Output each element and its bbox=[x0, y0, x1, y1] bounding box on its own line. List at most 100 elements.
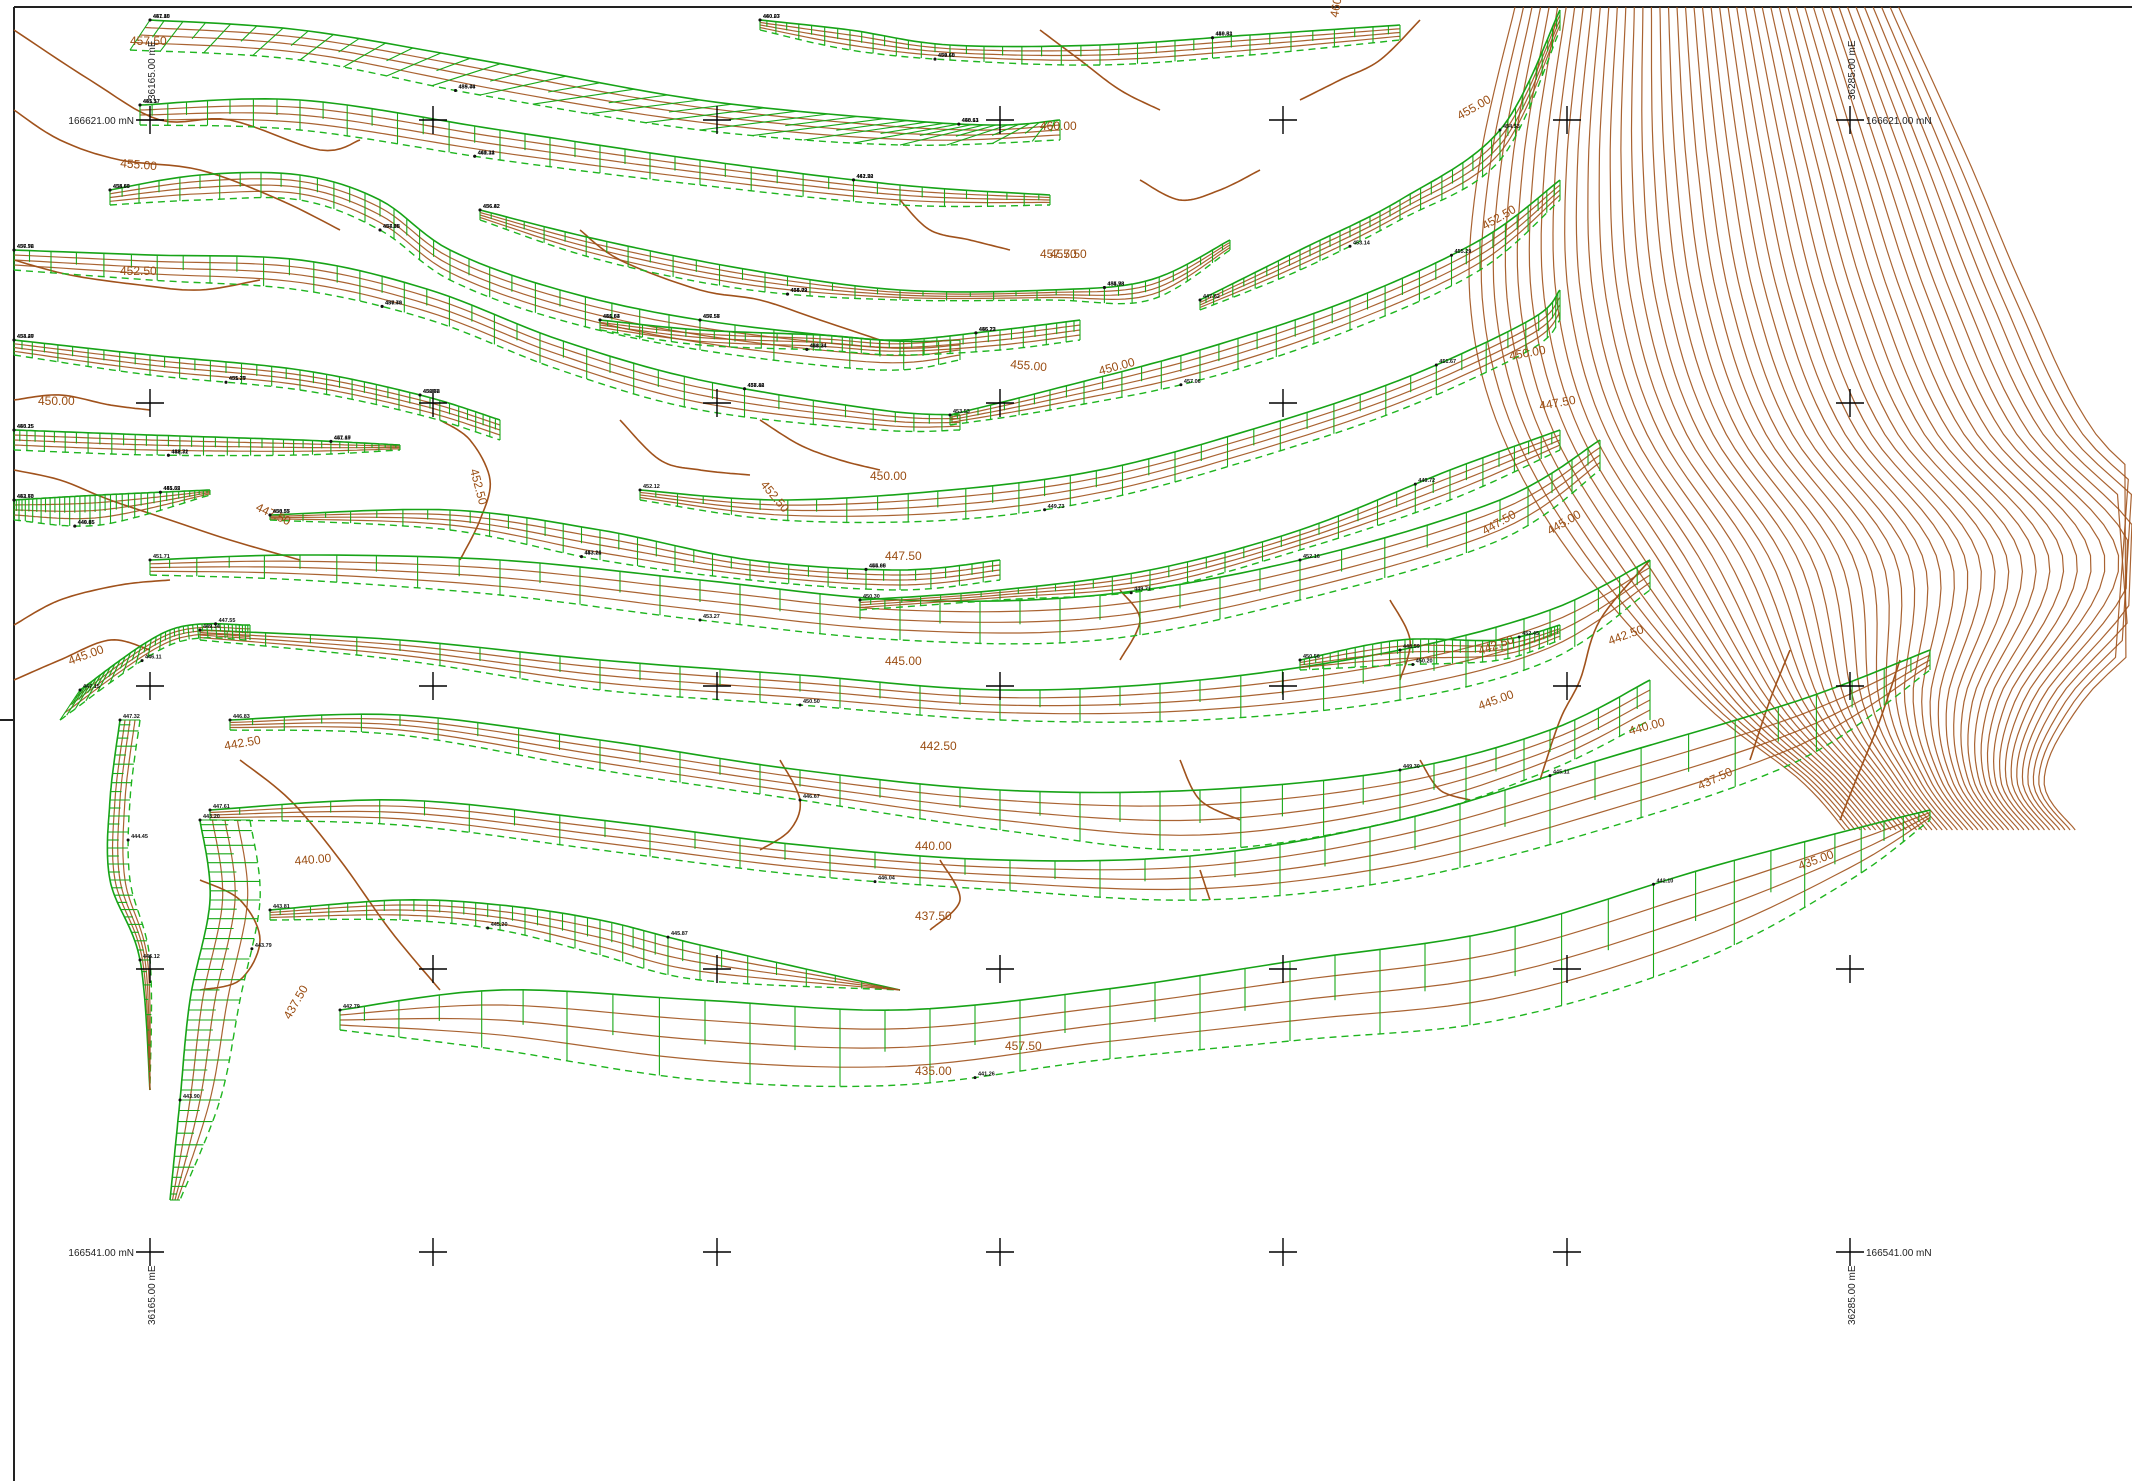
slope-hatch bbox=[143, 642, 147, 653]
slope-hatch bbox=[129, 19, 151, 51]
slope-hatch bbox=[479, 75, 567, 96]
contour-label: 435.00 bbox=[915, 1064, 952, 1078]
easting-label-top-left: 36165.00 mE bbox=[147, 40, 158, 100]
spot-height: 450.56 bbox=[1298, 654, 1320, 662]
spot-height: 452.45 bbox=[1517, 631, 1539, 639]
spot-height: 449.73 bbox=[1043, 504, 1064, 512]
contour-label: 450.00 bbox=[870, 469, 907, 483]
spot-marker bbox=[148, 558, 152, 562]
spot-height: 442.50 bbox=[852, 174, 873, 182]
spot-height-value: 449.30 bbox=[1403, 764, 1420, 770]
spot-height-value: 455.73 bbox=[979, 327, 996, 333]
spot-height-value: 443.81 bbox=[273, 904, 290, 910]
spot-marker bbox=[1398, 768, 1402, 772]
spot-marker bbox=[805, 347, 809, 351]
spot-marker bbox=[138, 103, 142, 107]
slope-hatch bbox=[608, 94, 668, 104]
grid-labels: 166621.00 mN 166621.00 mN 166541.00 mN 1… bbox=[68, 40, 1931, 1325]
slope-hatch bbox=[182, 626, 185, 635]
fan-contour-line bbox=[1821, 6, 2078, 831]
contour-label: 457.50 bbox=[1005, 1039, 1042, 1053]
easting-label-top-right: 36285.00 mE bbox=[1847, 40, 1858, 100]
slope-hatch bbox=[87, 677, 97, 694]
fan-contour-line bbox=[1693, 6, 1953, 831]
fan-contour-line bbox=[1787, 6, 2024, 831]
spot-marker bbox=[224, 380, 228, 384]
spot-height-value: 438.65 bbox=[938, 53, 955, 59]
slope-hatch bbox=[386, 52, 442, 77]
spot-height-value: 440.25 bbox=[17, 424, 34, 430]
spot-height-value: 451.62 bbox=[163, 486, 180, 492]
ground-contour-line bbox=[239, 759, 441, 991]
spot-height: 441.15 bbox=[148, 14, 170, 22]
fan-contour-line bbox=[1540, 6, 1877, 831]
spot-height-value: 457.06 bbox=[1184, 379, 1201, 385]
ground-contour-line bbox=[1139, 169, 1261, 202]
spot-height-value: 440.81 bbox=[1216, 32, 1233, 38]
spot-height: 448.59 bbox=[1398, 644, 1420, 652]
spot-height: 455.29 bbox=[1450, 249, 1471, 257]
spot-marker bbox=[1434, 363, 1438, 367]
fan-contour-line bbox=[1753, 6, 1989, 831]
spot-height-value: 455.78 bbox=[1107, 282, 1124, 288]
spot-marker bbox=[698, 618, 702, 622]
slope-hatch bbox=[159, 21, 184, 52]
ground-contour-line bbox=[619, 419, 751, 476]
spot-height: 442.79 bbox=[338, 1004, 360, 1012]
contour-label: 452.50 bbox=[120, 264, 157, 278]
spot-height-value: 461.14 bbox=[478, 150, 496, 156]
spot-marker bbox=[1413, 482, 1417, 486]
spot-height: 453.27 bbox=[698, 614, 720, 622]
northing-label-bottom-right: 166541.00 mN bbox=[1866, 1248, 1932, 1259]
fan-contour-line bbox=[1667, 6, 1938, 831]
spot-height: 440.32 bbox=[473, 150, 495, 158]
spot-height-value: 447.32 bbox=[123, 714, 140, 720]
spot-heights: 457.80 458.13 455.74 455.57 461.22 461.14 460.… bbox=[12, 14, 1674, 1102]
spot-height-value: 451.71 bbox=[153, 554, 170, 560]
spot-marker bbox=[138, 958, 142, 962]
spot-height-value: 460.03 bbox=[763, 14, 780, 20]
spot-height-value: 454.75 bbox=[383, 224, 400, 230]
northing-label-top-left: 166621.00 mN bbox=[68, 116, 134, 127]
spot-marker bbox=[486, 926, 490, 930]
ground-contour-line bbox=[13, 29, 361, 152]
spot-marker bbox=[580, 555, 583, 559]
spot-height: 443.14 bbox=[580, 551, 602, 559]
bench-toe-edge bbox=[479, 219, 1231, 305]
ground-contour-line bbox=[1039, 29, 1161, 111]
spot-height-value: 450.56 bbox=[1303, 654, 1320, 660]
spot-height-value: 442.32 bbox=[171, 449, 188, 455]
grid-crosses bbox=[136, 106, 1864, 1266]
spot-height: 443.20 bbox=[198, 814, 220, 822]
spot-marker bbox=[743, 387, 746, 391]
fan-contour-line bbox=[1829, 6, 2092, 831]
bench bbox=[1299, 624, 1561, 671]
spot-height: 445.87 bbox=[666, 931, 688, 939]
spot-height-value: 450.20 bbox=[1416, 659, 1433, 665]
ground-contour-line bbox=[13, 259, 261, 291]
spot-height-value: 442.79 bbox=[343, 1004, 360, 1010]
spot-height-value: 456.82 bbox=[483, 204, 500, 210]
fan-contour-line bbox=[1863, 6, 2132, 831]
bench bbox=[639, 289, 1561, 524]
spot-height: 434.98 bbox=[1102, 282, 1124, 289]
spot-height-value: 440.61 bbox=[962, 118, 979, 124]
spot-height: 440.25 bbox=[12, 424, 34, 432]
spot-height-value: 455.29 bbox=[1455, 249, 1472, 255]
slope-hatch bbox=[752, 118, 885, 137]
spot-marker bbox=[1043, 508, 1047, 512]
spot-marker bbox=[798, 703, 802, 707]
fan-contour-line bbox=[1804, 6, 2051, 831]
slope-hatch bbox=[548, 82, 601, 93]
spot-height-value: 442.10 bbox=[1657, 878, 1674, 884]
spot-height: 437.46 bbox=[743, 383, 764, 391]
spot-height: 453.53 bbox=[948, 409, 970, 417]
spot-height-value: 448.59 bbox=[1403, 644, 1420, 650]
slope-hatch bbox=[147, 639, 152, 657]
bench bbox=[269, 508, 1001, 591]
spot-height-value: 444.45 bbox=[131, 834, 148, 840]
spot-height-value: 439.46 bbox=[459, 85, 476, 91]
spot-marker bbox=[126, 838, 130, 842]
northing-label-bottom-left: 166541.00 mN bbox=[68, 1248, 134, 1259]
spot-marker bbox=[268, 908, 272, 912]
